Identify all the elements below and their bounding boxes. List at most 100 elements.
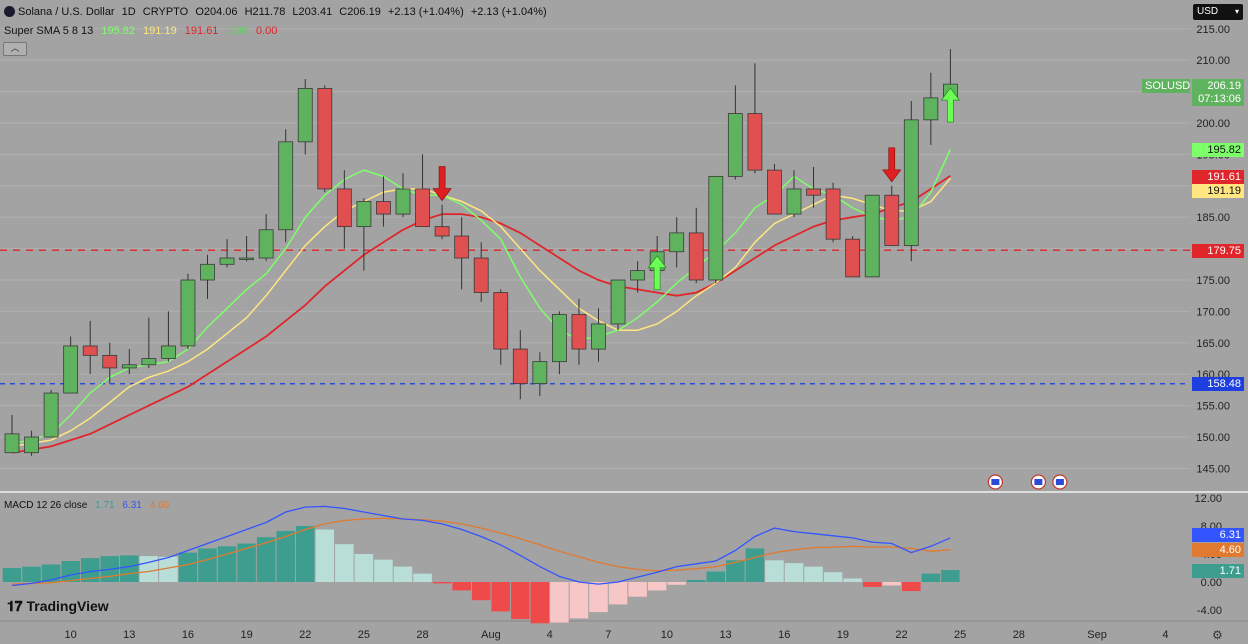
change-value-2: +2.13 (+1.04%) [470,6,547,18]
close-value: C206.19 [339,6,381,18]
time-tick-label: 16 [778,629,790,641]
candle-down [415,188,430,228]
candle-down [317,88,333,190]
settings-gear-icon[interactable]: ⚙ [1212,628,1223,642]
macd-histogram-bar [667,582,686,585]
tag-last-price: 206.19 [1192,79,1244,93]
macd-histogram-bar [628,582,647,597]
time-tick-label: 28 [416,629,428,641]
change-value: +2.13 (+1.04%) [387,6,464,18]
macd-histogram-bar [2,568,22,582]
macd-histogram-bar [902,582,921,592]
candle-up [43,392,59,438]
market-label: CRYPTO [142,6,189,18]
candle-up [708,175,724,281]
macd-histogram-bar [726,560,745,582]
candle-up [4,433,20,454]
candle-down [434,226,450,237]
candle-up [63,345,79,394]
time-tick-label: 7 [605,629,611,641]
time-tick-label: 10 [65,629,77,641]
macd-histogram-bar [550,582,569,623]
time-tick-label: 16 [182,629,194,641]
candle-up [552,314,567,363]
sell-arrow-icon [882,147,902,183]
macd-histogram-bar [159,556,178,582]
macd-legend-name: MACD 12 26 close [4,500,88,511]
candle-up [532,361,548,385]
candle-down [825,188,841,240]
macd-histogram-bar [41,564,61,582]
candle-up [903,119,919,246]
price-tick-label: 165.00 [1196,338,1230,350]
candle-up [180,279,196,347]
candle-down [512,348,528,385]
sma-legend-v1: 195.82 [101,25,135,37]
candle-up [356,201,372,228]
price-tick-label: 175.00 [1196,275,1230,287]
sma13-line [11,174,951,454]
time-tick-label: 25 [954,629,966,641]
time-tick-label: 28 [1013,629,1025,641]
time-tick-label: 22 [299,629,311,641]
currency-button[interactable]: USD ▾ [1193,4,1243,20]
candle-down [454,235,470,259]
candle-up [121,364,137,369]
brand-text: TradingView [26,598,109,614]
time-tick-label: Sep [1087,629,1107,641]
price-tick-label: 150.00 [1196,432,1230,444]
macd-histogram-bar [80,558,100,582]
tradingview-logo[interactable]: 𝟏𝟕 TradingView [7,598,109,615]
interval-label[interactable]: 1D [121,6,136,18]
price-tick-label: 145.00 [1196,463,1230,475]
tag-sma5: 195.82 [1192,143,1244,157]
candle-down [473,257,489,293]
time-tick-label: Aug [481,629,501,641]
time-tick-label: 4 [1162,629,1168,641]
candle-up [258,229,274,259]
currency-label: USD [1197,6,1219,17]
macd-histogram-bar [354,554,374,582]
time-tick-label: 13 [123,629,135,641]
high-value: H211.78 [244,6,286,18]
flag-canton [1055,479,1064,485]
macd-histogram-bar [276,530,295,582]
candle-up [591,323,606,350]
chevron-down-icon: ▾ [1234,7,1239,16]
collapse-legend-button[interactable]: ︿ [3,42,27,56]
candle-up [864,194,880,278]
macd-line [11,505,951,587]
macd-histogram-bar [393,566,413,582]
candle-down [376,201,391,215]
macd-histogram-bar [530,582,550,624]
tag-symbol: SOLUSD [1142,79,1190,93]
sma-legend-name: Super SMA 5 8 13 [4,25,94,37]
macd-legend[interactable]: MACD 12 26 close 1.71 6.31 4.60 [4,500,174,511]
macd-histogram-bar [784,563,804,582]
candle-down [884,194,900,246]
buy-arrow-icon [647,255,667,291]
open-value: O204.06 [195,6,238,18]
price-tick-label: 200.00 [1196,118,1230,130]
macd-histogram-bar [589,582,608,613]
time-tick-label: 25 [358,629,370,641]
symbol-title[interactable]: Solana / U.S. Dollar [18,6,115,18]
macd-histogram-bar [882,582,902,586]
candle-up [395,188,411,215]
macd-histogram-bar [647,582,667,591]
price-tick-label: 215.00 [1196,24,1230,36]
macd-histogram-bar [432,582,452,584]
sma-legend[interactable]: Super SMA 5 8 13 195.82 191.19 191.61 0.… [4,25,282,37]
macd-histogram-bar [198,548,217,582]
symbol-header: Solana / U.S. Dollar 1D CRYPTO O204.06 H… [4,6,551,18]
macd-histogram-bar [315,529,335,582]
sma-legend-v5: 0.00 [255,25,278,37]
low-value: L203.41 [292,6,333,18]
macd-histogram-bar [61,561,80,582]
macd-histogram-bar [237,543,256,582]
sma-legend-v4: 0.00 [226,25,248,37]
macd-histogram-bar [374,559,393,582]
macd-histogram-bar [823,572,843,582]
candle-up [297,88,313,143]
